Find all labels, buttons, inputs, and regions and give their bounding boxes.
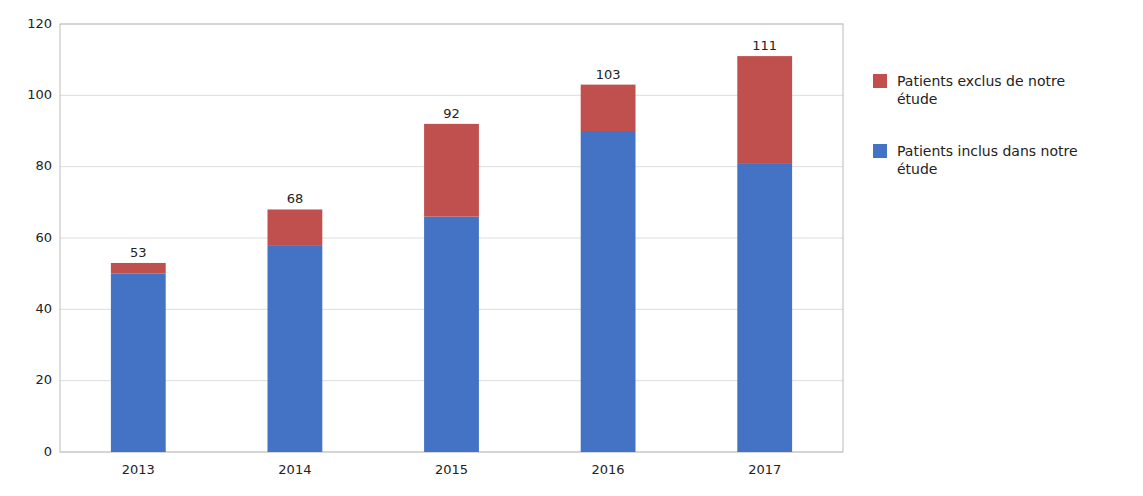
grid bbox=[60, 24, 843, 452]
legend-swatch bbox=[873, 74, 887, 88]
bar bbox=[111, 263, 166, 274]
bar bbox=[424, 124, 479, 217]
total-label: 92 bbox=[443, 106, 460, 121]
bar bbox=[267, 209, 322, 245]
legend-swatch bbox=[873, 144, 887, 158]
total-label: 103 bbox=[596, 67, 621, 82]
y-tick-label: 20 bbox=[35, 372, 52, 387]
y-tick-label: 60 bbox=[35, 230, 52, 245]
bars bbox=[111, 56, 792, 452]
legend-label: Patients exclus de notreétude bbox=[897, 73, 1065, 107]
y-tick-label: 80 bbox=[35, 158, 52, 173]
x-tick-label: 2015 bbox=[435, 462, 468, 477]
grid-line bbox=[60, 95, 843, 96]
bar bbox=[737, 56, 792, 163]
total-label: 111 bbox=[752, 38, 777, 53]
x-tick-label: 2014 bbox=[278, 462, 311, 477]
x-tick-label: 2016 bbox=[592, 462, 625, 477]
chart-svg: 0 20 40 60 80 100 120 53 68 92 103 111 2013 2014 2015 2… bbox=[0, 0, 1143, 496]
y-tick-label: 40 bbox=[35, 301, 52, 316]
bar bbox=[581, 85, 636, 131]
y-tick-label: 100 bbox=[27, 87, 52, 102]
plot-frame bbox=[60, 24, 843, 452]
chart-container: 0 20 40 60 80 100 120 53 68 92 103 111 2013 2014 2015 2… bbox=[0, 0, 1143, 496]
legend-label: Patients inclus dans notreétude bbox=[897, 143, 1078, 177]
y-tick-label: 120 bbox=[27, 16, 52, 31]
bar bbox=[267, 245, 322, 452]
bar bbox=[737, 163, 792, 452]
x-tick-label: 2017 bbox=[748, 462, 781, 477]
bar bbox=[581, 131, 636, 452]
x-tick-label: 2013 bbox=[122, 462, 155, 477]
bar bbox=[424, 217, 479, 452]
total-label: 53 bbox=[130, 245, 147, 260]
y-tick-label: 0 bbox=[44, 444, 52, 459]
total-label: 68 bbox=[287, 191, 304, 206]
legend: Patients exclus de notreétude Patients in… bbox=[873, 73, 1078, 177]
bar bbox=[111, 274, 166, 452]
